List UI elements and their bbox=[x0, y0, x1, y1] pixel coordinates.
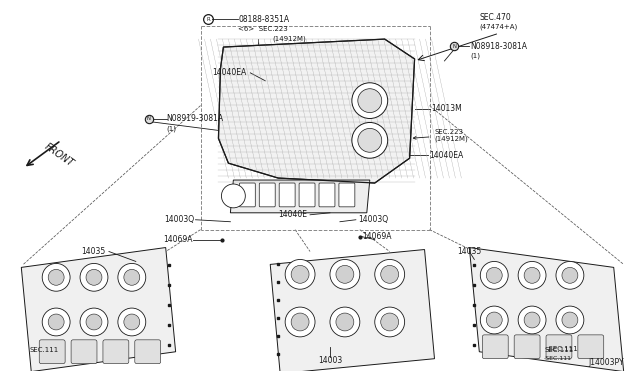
Text: FRONT: FRONT bbox=[43, 142, 76, 169]
FancyBboxPatch shape bbox=[339, 183, 355, 207]
Circle shape bbox=[221, 184, 245, 208]
FancyBboxPatch shape bbox=[483, 335, 508, 359]
Circle shape bbox=[352, 83, 388, 119]
Circle shape bbox=[80, 308, 108, 336]
Text: 14069A: 14069A bbox=[163, 235, 193, 244]
Text: 14035: 14035 bbox=[81, 247, 106, 256]
Text: SEC.111: SEC.111 bbox=[544, 347, 573, 353]
Circle shape bbox=[556, 262, 584, 289]
Circle shape bbox=[556, 306, 584, 334]
Circle shape bbox=[480, 306, 508, 334]
Text: 14040EA: 14040EA bbox=[429, 151, 464, 160]
Circle shape bbox=[124, 314, 140, 330]
Text: SEC.111: SEC.111 bbox=[29, 347, 58, 353]
Circle shape bbox=[291, 313, 309, 331]
Circle shape bbox=[118, 308, 146, 336]
Circle shape bbox=[80, 263, 108, 291]
FancyBboxPatch shape bbox=[279, 183, 295, 207]
Text: N08919-3081A: N08919-3081A bbox=[166, 114, 224, 123]
Text: SEC.470: SEC.470 bbox=[479, 13, 511, 22]
Text: J14003PY: J14003PY bbox=[588, 357, 623, 367]
Circle shape bbox=[375, 259, 404, 289]
Circle shape bbox=[562, 267, 578, 283]
Circle shape bbox=[336, 265, 354, 283]
Polygon shape bbox=[270, 250, 435, 372]
Text: 14003Q: 14003Q bbox=[164, 215, 195, 224]
Circle shape bbox=[285, 307, 315, 337]
Text: N: N bbox=[452, 44, 456, 49]
Text: -SEC.111: -SEC.111 bbox=[544, 356, 572, 361]
Text: SEC.223
(14912M): SEC.223 (14912M) bbox=[413, 129, 468, 142]
FancyBboxPatch shape bbox=[546, 335, 572, 359]
Text: 14013M: 14013M bbox=[431, 104, 462, 113]
Polygon shape bbox=[230, 180, 370, 213]
Circle shape bbox=[118, 263, 146, 291]
FancyBboxPatch shape bbox=[103, 340, 129, 364]
Text: N08918-3081A: N08918-3081A bbox=[470, 42, 527, 51]
Text: (47474+A): (47474+A) bbox=[479, 23, 518, 30]
Circle shape bbox=[291, 265, 309, 283]
Circle shape bbox=[381, 265, 399, 283]
Circle shape bbox=[124, 269, 140, 285]
Text: 14003Q: 14003Q bbox=[358, 215, 388, 224]
Circle shape bbox=[285, 259, 315, 289]
FancyBboxPatch shape bbox=[239, 183, 255, 207]
Polygon shape bbox=[21, 247, 175, 372]
Text: (14912M): (14912M) bbox=[272, 36, 306, 42]
Circle shape bbox=[86, 314, 102, 330]
Text: 14069A: 14069A bbox=[362, 232, 391, 241]
Polygon shape bbox=[218, 39, 415, 183]
Text: N: N bbox=[147, 116, 150, 121]
Circle shape bbox=[358, 89, 381, 113]
FancyBboxPatch shape bbox=[259, 183, 275, 207]
Circle shape bbox=[336, 313, 354, 331]
FancyBboxPatch shape bbox=[299, 183, 315, 207]
Text: R: R bbox=[207, 17, 211, 22]
Circle shape bbox=[524, 312, 540, 328]
Circle shape bbox=[562, 312, 578, 328]
Text: <6>  SEC.223: <6> SEC.223 bbox=[238, 26, 288, 32]
Circle shape bbox=[86, 269, 102, 285]
Text: 14040E: 14040E bbox=[278, 210, 307, 219]
Text: (1): (1) bbox=[470, 53, 481, 59]
FancyBboxPatch shape bbox=[578, 335, 604, 359]
Circle shape bbox=[48, 314, 64, 330]
FancyBboxPatch shape bbox=[39, 340, 65, 364]
Text: 14003: 14003 bbox=[318, 356, 342, 365]
Circle shape bbox=[375, 307, 404, 337]
Circle shape bbox=[358, 128, 381, 152]
Circle shape bbox=[381, 313, 399, 331]
Circle shape bbox=[518, 262, 546, 289]
Text: (1): (1) bbox=[166, 125, 177, 132]
Circle shape bbox=[486, 267, 502, 283]
Circle shape bbox=[524, 267, 540, 283]
FancyBboxPatch shape bbox=[71, 340, 97, 364]
Circle shape bbox=[42, 263, 70, 291]
Circle shape bbox=[518, 306, 546, 334]
Circle shape bbox=[330, 307, 360, 337]
FancyBboxPatch shape bbox=[135, 340, 161, 364]
FancyBboxPatch shape bbox=[514, 335, 540, 359]
Circle shape bbox=[330, 259, 360, 289]
Text: 08188-8351A: 08188-8351A bbox=[238, 15, 289, 24]
Polygon shape bbox=[469, 247, 623, 372]
Circle shape bbox=[486, 312, 502, 328]
Circle shape bbox=[352, 122, 388, 158]
Circle shape bbox=[42, 308, 70, 336]
Text: -SEC.111: -SEC.111 bbox=[547, 346, 579, 352]
FancyBboxPatch shape bbox=[319, 183, 335, 207]
Circle shape bbox=[48, 269, 64, 285]
Text: 14040EA: 14040EA bbox=[212, 68, 246, 77]
Circle shape bbox=[480, 262, 508, 289]
Text: 14035: 14035 bbox=[458, 247, 482, 256]
